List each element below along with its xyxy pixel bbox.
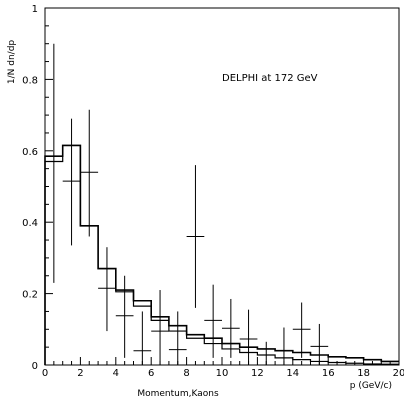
histogram-line [44, 144, 399, 365]
data-point [257, 341, 276, 365]
annotation: DELPHI at 172 GeV [222, 73, 318, 84]
data-point [133, 311, 152, 365]
data-point [239, 309, 258, 365]
y-tick-label: 0.6 [22, 147, 38, 158]
axis-ticks [44, 7, 400, 366]
y-tick-label: 0.4 [22, 218, 38, 229]
data-point [186, 165, 205, 308]
x-tick-label: 14 [286, 368, 299, 379]
data-point [45, 43, 63, 283]
plot-frame [44, 7, 400, 366]
x-tick-label: 6 [148, 368, 154, 379]
data-point [62, 118, 81, 246]
x-axis-title: p (GeV/c) [350, 381, 392, 391]
data-points [45, 43, 329, 365]
y-tick-label: 1 [32, 4, 38, 15]
y-tick-label: 0 [32, 361, 38, 372]
data-point [310, 323, 329, 365]
data-point [292, 302, 311, 358]
bottom-label: Momentum,Kaons [137, 389, 219, 399]
plot-border [44, 7, 400, 366]
data-point [275, 327, 293, 365]
data-point [80, 109, 99, 237]
x-tick-label: 8 [183, 368, 189, 379]
x-tick-label: 2 [77, 368, 83, 379]
x-tick-label: 16 [322, 368, 335, 379]
histograms [44, 144, 399, 365]
tick-labels: 0 2 4 6 8 10 12 14 16 18 20 0 0.2 0.4 0.6 0.8 1 [22, 4, 404, 379]
x-tick-label: 18 [357, 368, 370, 379]
data-point [204, 284, 222, 358]
x-tick-label: 12 [251, 368, 264, 379]
y-tick-label: 0.8 [22, 75, 38, 86]
data-point [151, 290, 169, 365]
data-point [222, 298, 240, 358]
data-point [168, 311, 187, 365]
data-point [115, 275, 134, 358]
x-tick-label: 0 [42, 368, 48, 379]
x-tick-label: 4 [113, 368, 119, 379]
y-axis-title: 1/N dn/dp [7, 40, 17, 85]
x-tick-label: 10 [216, 368, 229, 379]
data-point [98, 247, 116, 332]
y-tick-label: 0.2 [22, 290, 38, 301]
x-tick-label: 20 [393, 368, 404, 379]
